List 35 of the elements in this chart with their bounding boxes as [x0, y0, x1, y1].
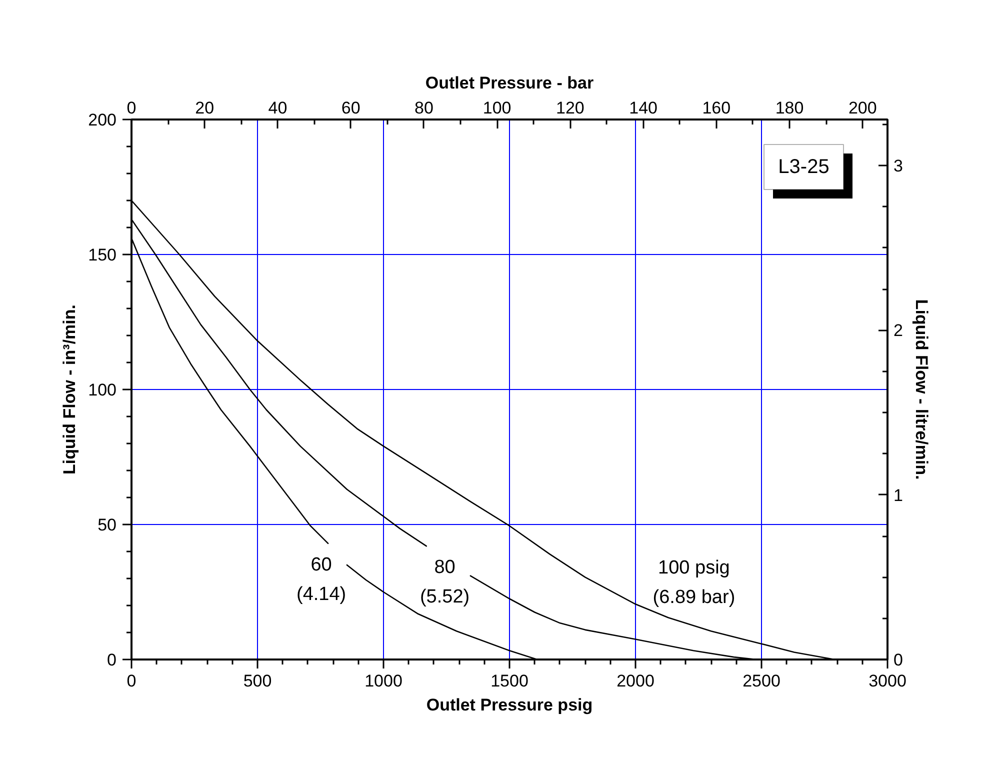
x2-tick-label: 40: [268, 98, 288, 118]
x2-tick-label: 80: [414, 98, 434, 118]
x-tick-label: 0: [126, 672, 136, 690]
x2-tick-label: 180: [775, 98, 804, 118]
y2-tick-label: 3: [894, 156, 903, 176]
x2-tick-label: 160: [702, 98, 731, 118]
x2-tick-label: 200: [848, 98, 877, 118]
y-tick-label: 0: [107, 650, 117, 670]
x-tick-label: 1500: [490, 672, 528, 690]
series-label: 100 psig (6.89 bar): [652, 558, 736, 608]
x-tick-label: 500: [243, 672, 272, 690]
x-axis-title: Outlet Pressure psig: [426, 696, 593, 714]
y2-axis-title: Liquid Flow - litre/min.: [912, 299, 931, 480]
x2-tick-label: 60: [341, 98, 360, 118]
y-tick-label: 150: [88, 246, 117, 264]
x2-tick-label: 0: [126, 98, 136, 118]
y-tick-label: 100: [88, 380, 117, 400]
x2-tick-label: 100: [482, 98, 512, 118]
series-label: 60 (4.14): [296, 554, 346, 605]
y2-tick-label: 2: [894, 321, 903, 340]
annotation: L3-25: [778, 156, 830, 178]
x-tick-label: 1000: [364, 672, 402, 690]
y-axis-title: Liquid Flow - in³/min.: [60, 304, 80, 474]
x-tick-label: 2000: [616, 672, 654, 690]
y-tick-label: 200: [88, 110, 117, 130]
x2-axis-title: Outlet Pressure - bar: [425, 74, 594, 92]
y2-tick-label: 1: [894, 486, 903, 505]
series-label: 80 (5.52): [420, 557, 470, 608]
y2-tick-label: 0: [894, 650, 903, 670]
x2-tick-label: 20: [195, 98, 214, 118]
x2-tick-label: 140: [629, 98, 658, 118]
x2-tick-label: 120: [556, 98, 584, 118]
x-tick-label: 2500: [742, 672, 780, 690]
x-tick-label: 3000: [868, 672, 906, 690]
y-tick-label: 50: [98, 516, 117, 534]
